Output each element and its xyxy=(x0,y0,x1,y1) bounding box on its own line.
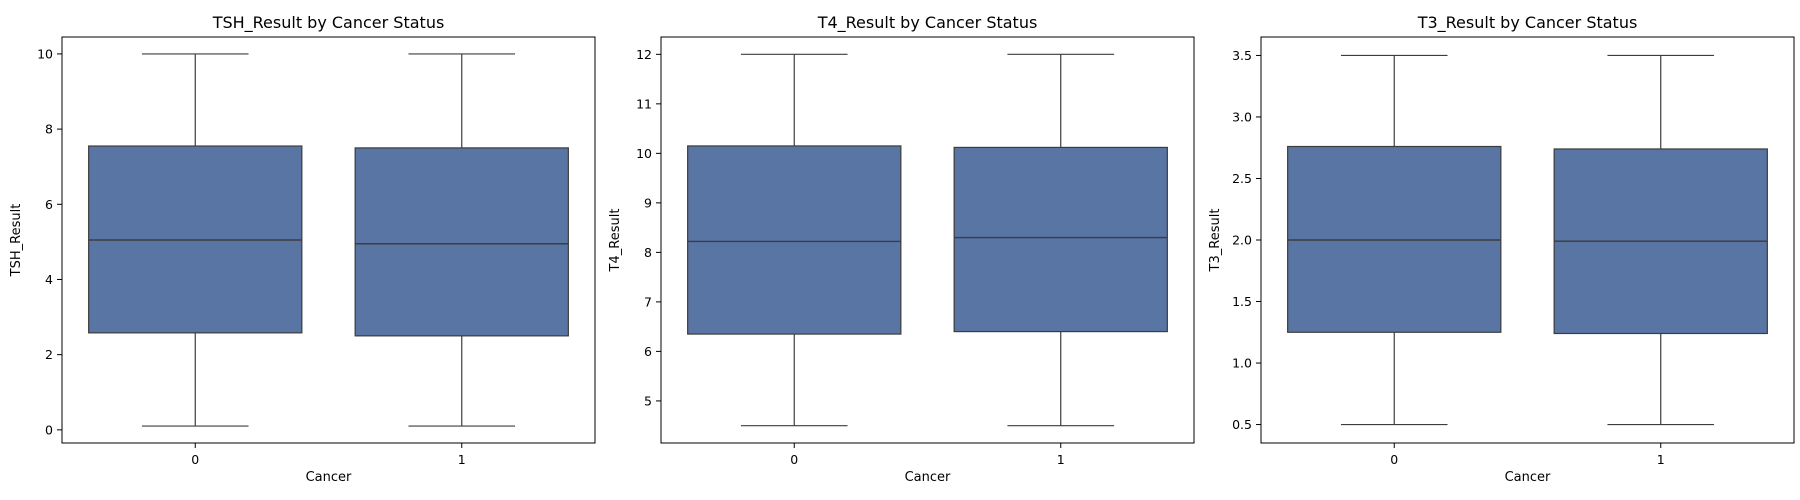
y-tick-label: 2.0 xyxy=(1232,233,1252,248)
x-axis-label: Cancer xyxy=(1505,470,1551,485)
y-tick-label: 3.5 xyxy=(1232,48,1252,63)
box-1 xyxy=(953,53,1168,427)
y-tick-label: 8 xyxy=(45,122,53,137)
y-tick-label: 11 xyxy=(636,96,652,111)
chart-title: TSH_Result by Cancer Status xyxy=(212,13,445,33)
y-tick-label: 5 xyxy=(644,393,652,408)
y-axis-label: TSH_Result xyxy=(9,204,24,278)
chart-title: T4_Result by Cancer Status xyxy=(817,13,1038,33)
box-0 xyxy=(1287,54,1502,426)
y-tick-label: 10 xyxy=(636,146,652,161)
y-tick-label: 3.0 xyxy=(1232,109,1252,124)
x-tick-label: 0 xyxy=(191,452,199,467)
chart-title: T3_Result by Cancer Status xyxy=(1417,13,1638,33)
box-0 xyxy=(88,53,303,427)
x-tick-label: 1 xyxy=(1657,452,1665,467)
axes-frame xyxy=(61,36,596,444)
y-tick-label: 2 xyxy=(45,347,53,362)
y-tick-label: 1.0 xyxy=(1232,356,1252,371)
iqr-box xyxy=(354,147,569,337)
iqr-box xyxy=(953,146,1168,333)
y-tick-label: 6 xyxy=(644,344,652,359)
y-tick-label: 0.5 xyxy=(1232,417,1252,432)
y-tick-label: 10 xyxy=(37,46,53,61)
box-0 xyxy=(687,53,902,427)
x-tick-label: 1 xyxy=(1057,452,1065,467)
y-axis-label: T3_Result xyxy=(1208,209,1223,273)
y-tick-label: 6 xyxy=(45,197,53,212)
x-tick-label: 0 xyxy=(1390,452,1398,467)
chart-panel-1: 0 2 4 6 8 10 0 1 TSH_Result by Cancer Status Canc… xyxy=(9,13,596,485)
y-tick-label: 1.5 xyxy=(1232,294,1252,309)
box-1 xyxy=(354,53,569,427)
x-axis-label: Cancer xyxy=(905,470,951,485)
box-1 xyxy=(1553,54,1768,426)
y-tick-label: 8 xyxy=(644,245,652,260)
y-tick-label: 12 xyxy=(636,47,652,62)
x-tick-label: 1 xyxy=(458,452,466,467)
y-axis-label: T4_Result xyxy=(608,209,623,273)
y-tick-label: 9 xyxy=(644,195,652,210)
y-tick-label: 4 xyxy=(45,272,53,287)
y-tick-label: 0 xyxy=(45,422,53,437)
y-tick-label: 7 xyxy=(644,294,652,309)
axes-frame xyxy=(660,36,1195,444)
y-tick-label: 2.5 xyxy=(1232,171,1252,186)
chart-panel-3: 0.5 1.0 1.5 2.0 2.5 3.0 3.5 0 1 T3_Result by Canc… xyxy=(1208,13,1795,485)
iqr-box xyxy=(687,145,902,335)
x-tick-label: 0 xyxy=(790,452,798,467)
x-axis-label: Cancer xyxy=(306,470,352,485)
chart-panel-2: 5 6 7 8 9 10 11 12 0 1 T4_Result by Cancer Status C… xyxy=(608,13,1195,485)
